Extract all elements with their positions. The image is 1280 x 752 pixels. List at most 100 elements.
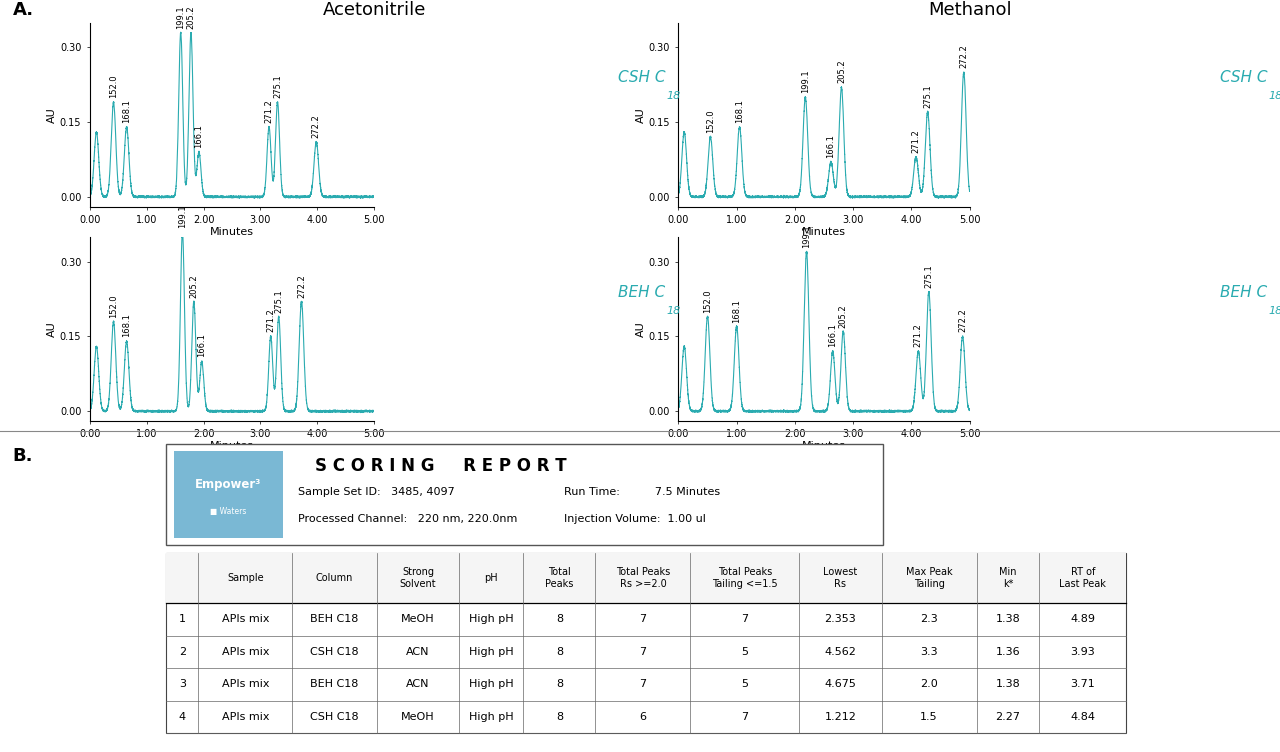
Text: 4.84: 4.84 bbox=[1070, 712, 1096, 722]
Text: CSH C: CSH C bbox=[618, 71, 666, 85]
Text: MeOH: MeOH bbox=[402, 614, 435, 624]
Text: Run Time:          7.5 Minutes: Run Time: 7.5 Minutes bbox=[564, 487, 721, 497]
Text: pH: pH bbox=[485, 573, 498, 583]
Text: 2.27: 2.27 bbox=[996, 712, 1020, 722]
Text: BEH C18: BEH C18 bbox=[311, 614, 358, 624]
Text: 1.36: 1.36 bbox=[996, 647, 1020, 657]
Text: 8: 8 bbox=[556, 614, 563, 624]
Text: 2.353: 2.353 bbox=[824, 614, 856, 624]
Text: 271.2: 271.2 bbox=[911, 129, 920, 153]
Text: BEH C: BEH C bbox=[618, 285, 666, 299]
Text: 275.1: 275.1 bbox=[923, 84, 932, 108]
Text: 275.1: 275.1 bbox=[273, 74, 282, 99]
Text: 7: 7 bbox=[741, 712, 749, 722]
Text: 272.2: 272.2 bbox=[959, 309, 968, 332]
Text: High pH: High pH bbox=[468, 614, 513, 624]
Text: S C O R I N G     R E P O R T: S C O R I N G R E P O R T bbox=[315, 457, 567, 475]
Text: High pH: High pH bbox=[468, 647, 513, 657]
X-axis label: Minutes: Minutes bbox=[210, 441, 253, 451]
Text: 152.0: 152.0 bbox=[703, 289, 712, 313]
Text: 3.93: 3.93 bbox=[1070, 647, 1096, 657]
Text: 18: 18 bbox=[1268, 92, 1280, 102]
Text: 168.1: 168.1 bbox=[122, 314, 131, 338]
Text: 2.0: 2.0 bbox=[920, 680, 938, 690]
X-axis label: Minutes: Minutes bbox=[803, 226, 846, 237]
Text: 1.5: 1.5 bbox=[920, 712, 938, 722]
Text: 3: 3 bbox=[179, 680, 186, 690]
Text: 8: 8 bbox=[556, 647, 563, 657]
Text: Min
k*: Min k* bbox=[1000, 567, 1016, 589]
Text: Sample Set ID:   3485, 4097: Sample Set ID: 3485, 4097 bbox=[298, 487, 454, 497]
Text: 205.2: 205.2 bbox=[189, 274, 198, 298]
Y-axis label: AU: AU bbox=[636, 321, 646, 337]
Text: Total
Peaks: Total Peaks bbox=[545, 567, 573, 589]
Text: 271.2: 271.2 bbox=[266, 309, 275, 332]
Text: 1.212: 1.212 bbox=[824, 712, 856, 722]
Text: Methanol: Methanol bbox=[928, 1, 1011, 19]
Text: Max Peak
Tailing: Max Peak Tailing bbox=[906, 567, 952, 589]
Text: CSH C18: CSH C18 bbox=[310, 647, 358, 657]
Text: Injection Volume:  1.00 ul: Injection Volume: 1.00 ul bbox=[564, 514, 707, 524]
Text: 7: 7 bbox=[640, 680, 646, 690]
Text: ■ Waters: ■ Waters bbox=[210, 508, 247, 516]
Text: Sample: Sample bbox=[227, 573, 264, 583]
Text: 8: 8 bbox=[556, 712, 563, 722]
Text: 8: 8 bbox=[556, 680, 563, 690]
Text: 4.675: 4.675 bbox=[824, 680, 856, 690]
Text: MeOH: MeOH bbox=[402, 712, 435, 722]
Text: RT of
Last Peak: RT of Last Peak bbox=[1060, 567, 1106, 589]
Text: 168.1: 168.1 bbox=[735, 99, 744, 123]
Text: 199.1: 199.1 bbox=[177, 5, 186, 29]
Text: 271.2: 271.2 bbox=[914, 323, 923, 347]
Text: 199.1: 199.1 bbox=[803, 224, 812, 248]
Text: 4.89: 4.89 bbox=[1070, 614, 1096, 624]
Text: Column: Column bbox=[316, 573, 353, 583]
Y-axis label: AU: AU bbox=[47, 321, 58, 337]
Text: 2.3: 2.3 bbox=[920, 614, 938, 624]
Text: 5: 5 bbox=[741, 647, 749, 657]
Text: 166.1: 166.1 bbox=[195, 124, 204, 148]
Text: 4.562: 4.562 bbox=[824, 647, 856, 657]
Text: 168.1: 168.1 bbox=[122, 99, 131, 123]
Text: 205.2: 205.2 bbox=[838, 304, 847, 328]
Text: 6: 6 bbox=[640, 712, 646, 722]
Text: 166.1: 166.1 bbox=[197, 333, 206, 357]
Text: A.: A. bbox=[13, 1, 35, 19]
Text: Acetonitrile: Acetonitrile bbox=[323, 1, 426, 19]
Text: 5: 5 bbox=[741, 680, 749, 690]
Text: APIs mix: APIs mix bbox=[221, 680, 269, 690]
Y-axis label: AU: AU bbox=[47, 107, 58, 123]
Text: 2: 2 bbox=[179, 647, 186, 657]
Text: 272.2: 272.2 bbox=[312, 114, 321, 138]
Text: 199.1: 199.1 bbox=[801, 70, 810, 93]
Text: 166.1: 166.1 bbox=[828, 323, 837, 347]
Text: High pH: High pH bbox=[468, 680, 513, 690]
Text: 4: 4 bbox=[179, 712, 186, 722]
Text: 272.2: 272.2 bbox=[959, 44, 968, 68]
Text: APIs mix: APIs mix bbox=[221, 647, 269, 657]
Text: 18: 18 bbox=[1268, 305, 1280, 316]
Text: 1.38: 1.38 bbox=[996, 614, 1020, 624]
Text: ACN: ACN bbox=[406, 647, 430, 657]
Text: 1: 1 bbox=[179, 614, 186, 624]
Text: BEH C: BEH C bbox=[1220, 285, 1267, 299]
Text: 271.2: 271.2 bbox=[265, 99, 274, 123]
Text: 152.0: 152.0 bbox=[109, 74, 118, 99]
Text: 166.1: 166.1 bbox=[827, 134, 836, 158]
Text: 152.0: 152.0 bbox=[707, 110, 716, 133]
Text: Processed Channel:   220 nm, 220.0nm: Processed Channel: 220 nm, 220.0nm bbox=[298, 514, 517, 524]
Text: Total Peaks
Tailing <=1.5: Total Peaks Tailing <=1.5 bbox=[712, 567, 778, 589]
Text: 275.1: 275.1 bbox=[924, 264, 933, 288]
Text: 168.1: 168.1 bbox=[732, 299, 741, 323]
Text: B.: B. bbox=[13, 447, 33, 465]
Text: Strong
Solvent: Strong Solvent bbox=[399, 567, 436, 589]
Text: APIs mix: APIs mix bbox=[221, 614, 269, 624]
Text: 1.38: 1.38 bbox=[996, 680, 1020, 690]
Text: 7: 7 bbox=[640, 647, 646, 657]
Text: 7: 7 bbox=[741, 614, 749, 624]
X-axis label: Minutes: Minutes bbox=[210, 226, 253, 237]
Text: Lowest
Rs: Lowest Rs bbox=[823, 567, 858, 589]
Text: CSH C: CSH C bbox=[1220, 71, 1267, 85]
Text: High pH: High pH bbox=[468, 712, 513, 722]
Text: Empower³: Empower³ bbox=[196, 478, 261, 490]
